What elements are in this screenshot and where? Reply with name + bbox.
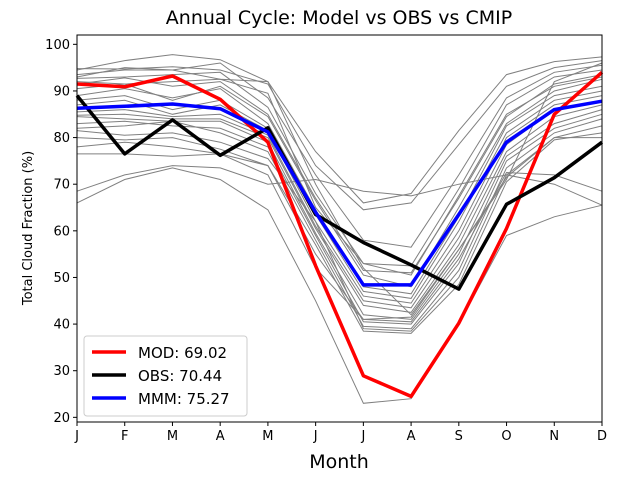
cmip-model-line-21 [76, 62, 603, 316]
y-tick-label: 90 [53, 84, 70, 99]
x-tick-label: J [74, 429, 79, 444]
cmip-model-line-2 [76, 60, 603, 211]
cmip-model-lines [76, 54, 603, 404]
y-tick-label: 100 [45, 38, 70, 53]
x-tick-label: J [360, 429, 365, 444]
cmip-model-line-6 [76, 78, 603, 288]
x-tick-label: J [313, 429, 318, 444]
cmip-model-line-8 [76, 90, 603, 299]
legend-box [83, 335, 248, 417]
cmip-model-line-15 [76, 125, 603, 332]
legend: MOD: 69.02 OBS: 70.44 MMM: 75.27 [83, 335, 248, 417]
x-tick-label: M [262, 429, 273, 444]
cmip-model-line-22 [76, 76, 603, 276]
y-tick-label: 40 [53, 318, 70, 333]
cmip-model-line-18 [77, 153, 603, 323]
x-tick-label: N [549, 429, 559, 444]
y-axis: 20 30 40 50 60 70 80 90 100 [45, 38, 77, 426]
legend-label-obs: OBS: 70.44 [138, 367, 222, 385]
cmip-model-line-1 [76, 54, 603, 204]
main-series-lines [75, 70, 604, 399]
x-axis-label: Month [309, 451, 369, 473]
cmip-model-line-11 [76, 104, 603, 313]
x-tick-label: O [501, 429, 511, 444]
y-tick-label: 70 [53, 178, 70, 193]
y-tick-label: 50 [53, 271, 70, 286]
cmip-model-line-5 [76, 74, 603, 274]
legend-label-mod: MOD: 69.02 [138, 344, 227, 362]
x-tick-label: A [216, 429, 225, 444]
y-tick-label: 30 [53, 364, 70, 379]
x-tick-label: D [597, 429, 607, 444]
y-axis-label: Total Cloud Fraction (%) [21, 151, 36, 306]
series-line-mod [76, 70, 604, 399]
x-tick-label: A [407, 429, 416, 444]
y-tick-label: 80 [53, 131, 70, 146]
cmip-model-line-17 [76, 137, 602, 320]
cmip-model-line-9 [76, 95, 603, 304]
plot-frame [76, 34, 603, 423]
series-line-obs [75, 94, 604, 291]
series-line-mmm [76, 99, 603, 287]
cmip-model-line-16 [76, 132, 603, 334]
legend-label-mmm: MMM: 75.27 [138, 390, 230, 408]
chart-title: Annual Cycle: Model vs OBS vs CMIP [166, 7, 512, 29]
x-tick-label: M [167, 429, 178, 444]
cmip-model-line-19 [76, 165, 603, 206]
y-tick-label: 20 [53, 411, 70, 426]
y-tick-label: 60 [53, 224, 70, 239]
x-tick-label: S [455, 429, 463, 444]
cmip-model-line-20 [76, 167, 603, 404]
x-tick-label: F [121, 429, 128, 444]
